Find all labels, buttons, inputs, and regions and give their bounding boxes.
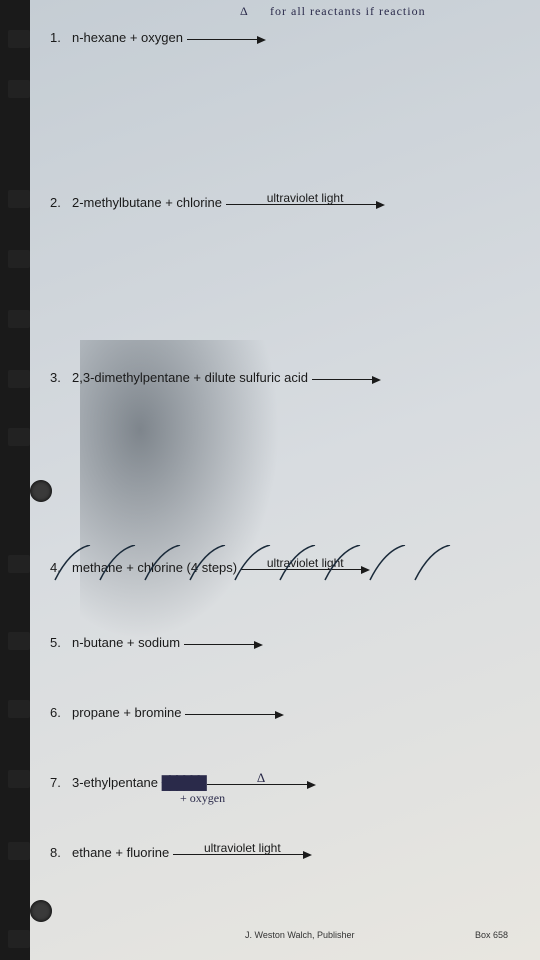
reaction-number: 5. [50,635,72,650]
reactants: n-hexane + oxygen [72,30,187,45]
reactants: 2-methylbutane + chlorine [72,195,226,210]
reaction-number: 1. [50,30,72,45]
binding-tab [8,930,30,948]
worksheet-page: Δ for all reactants if reaction 1.n-hexa… [30,0,540,960]
reaction-arrow: ultraviolet light [241,561,370,576]
binding-tab [8,30,30,48]
reaction-arrow [187,31,266,46]
reaction-6: 6.propane + bromine [50,705,284,721]
punch-hole [30,480,52,502]
reaction-8: 8.ethane + fluorine ultraviolet light [50,845,312,861]
reactants: propane + bromine [72,705,185,720]
reaction-condition: ultraviolet light [204,841,281,855]
reaction-number: 3. [50,370,72,385]
handwritten-reagent: + oxygen [180,791,225,806]
reaction-5: 5.n-butane + sodium [50,635,263,651]
reaction-4: 4.methane + chlorine (4 steps) ultraviol… [50,560,370,576]
binding-tab [8,770,30,788]
reaction-number: 8. [50,845,72,860]
reaction-condition: ultraviolet light [267,191,344,205]
handwritten-condition: Δ [257,770,265,786]
reaction-condition: ultraviolet light [267,556,344,570]
reaction-arrow: ultraviolet light [226,196,385,211]
reactants: n-butane + sodium [72,635,184,650]
reaction-number: 6. [50,705,72,720]
binding-tab [8,370,30,388]
reaction-number: 2. [50,195,72,210]
binding-tab [8,700,30,718]
scribbled-text: ██████ [162,775,207,790]
binding-tab [8,632,30,650]
reaction-1: 1.n-hexane + oxygen [50,30,266,46]
reaction-number: 7. [50,775,72,790]
reaction-number: 4. [50,560,72,575]
reactants: 2,3-dimethylpentane + dilute sulfuric ac… [72,370,312,385]
punch-hole [30,900,52,922]
reaction-arrow: ultraviolet light [173,846,312,861]
reactants: ethane + fluorine [72,845,173,860]
reaction-arrow [184,636,263,651]
reactants: 3-ethylpentane [72,775,162,790]
binding-tab [8,80,30,98]
reaction-3: 3.2,3-dimethylpentane + dilute sulfuric … [50,370,381,386]
binding-tab [8,190,30,208]
publisher-text: J. Weston Walch, Publisher [245,930,355,940]
handwritten-note: for all reactants if reaction [270,4,426,19]
reaction-2: 2.2-methylbutane + chlorine ultraviolet … [50,195,385,211]
binding-tab [8,310,30,328]
box-number: Box 658 [475,930,508,940]
reaction-arrow [185,706,284,721]
binding-tab [8,428,30,446]
binding-tab [8,842,30,860]
handwritten-delta: Δ [240,4,248,19]
reactants: methane + chlorine (4 steps) [72,560,241,575]
reaction-arrow [312,371,381,386]
spiral-binding [0,0,30,960]
binding-tab [8,250,30,268]
binding-tab [8,555,30,573]
reaction-7: 7.3-ethylpentane ██████ Δ+ oxygen [50,775,316,791]
reaction-arrow: Δ [207,776,316,791]
